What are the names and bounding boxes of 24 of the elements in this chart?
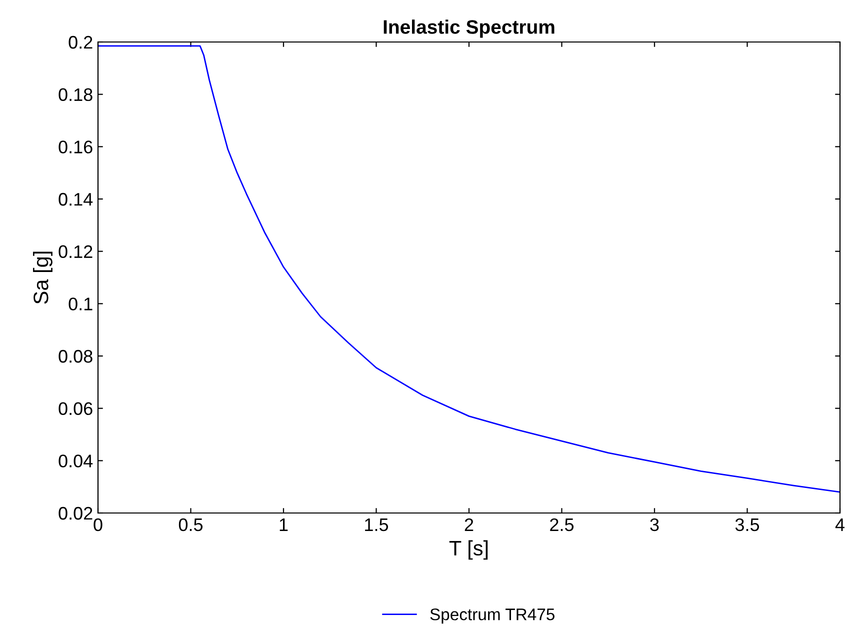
x-tick-label: 2.5 [550,518,574,532]
x-tick-label: 0.5 [178,518,203,532]
y-tick-label: 0.14 [58,192,93,206]
chart-title: Inelastic Spectrum [384,20,554,38]
x-tick-label: 1.5 [365,518,388,532]
legend-label: Spectrum TR475 [430,608,554,624]
x-tick-label: 2 [464,518,474,531]
y-tick-label: 0.1 [68,298,92,310]
line-series [98,45,840,493]
y-axis-title: Sa [g] [33,252,52,304]
y-tick-label: 0.08 [58,350,92,363]
x-tick-label: 4 [835,518,844,531]
y-tick-label: 0.16 [58,140,92,154]
y-tick-label: 0.12 [58,245,92,258]
x-tick-label: 1 [280,518,288,531]
x-tick-label: 3.5 [735,518,760,532]
x-axis-title: T [s] [449,540,488,560]
x-tick-label: 3 [650,518,659,532]
y-tick-label: 0.04 [58,454,93,468]
y-tick-label: 0.06 [58,402,92,416]
x-tick-label: 0 [94,518,102,532]
y-tick-label: 0.2 [68,36,92,49]
y-tick-label: 0.02 [58,506,92,520]
y-tick-label: 0.18 [58,88,92,102]
